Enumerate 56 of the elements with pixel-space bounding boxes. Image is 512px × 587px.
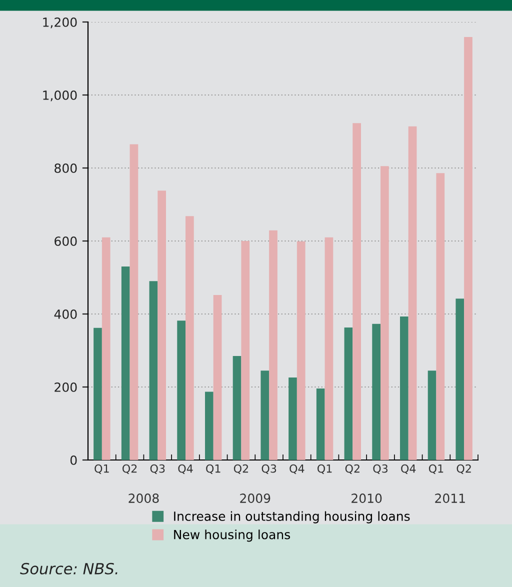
y-tick-label: 600 (54, 236, 77, 246)
x-tick-label: Q2 (456, 464, 471, 474)
bar (102, 237, 110, 460)
y-tick-label: 1,200 (43, 17, 77, 28)
bar (456, 298, 464, 460)
y-tick-label: 400 (54, 309, 77, 319)
bar (94, 328, 102, 460)
y-tick-label: 1,000 (43, 90, 77, 102)
x-tick-label: Q3 (373, 464, 388, 474)
text: 2009 (240, 494, 270, 504)
y-tick-label: 0 (70, 455, 77, 465)
x-tick-label: Q2 (345, 464, 360, 474)
bar (269, 230, 278, 460)
bar (428, 370, 436, 460)
x-tick-label: Q4 (290, 464, 304, 474)
y-tick-label: 800 (54, 163, 77, 173)
x-tick-label: Q3 (150, 464, 165, 474)
source-note: Source: NBS. (20, 562, 118, 574)
bar (372, 324, 380, 460)
x-tick-label: Q1 (206, 464, 220, 474)
bar (316, 388, 325, 460)
bar (158, 190, 166, 460)
legend-label: New housing loans (174, 530, 290, 542)
bar (296, 241, 306, 460)
legend-label: Increase in outstanding housing loans (174, 511, 410, 524)
bar (260, 370, 270, 460)
bar (177, 320, 186, 460)
bar (324, 237, 334, 460)
bar (380, 166, 389, 460)
y-tick-label: 200 (54, 382, 77, 392)
bar (205, 392, 214, 460)
bar (464, 36, 472, 460)
bar (436, 173, 445, 460)
bar (352, 123, 361, 460)
x-tick-label: Q1 (94, 464, 109, 474)
bar (186, 216, 194, 460)
text: 2008 (128, 494, 159, 504)
bar (149, 281, 158, 460)
bar (241, 241, 250, 460)
bar (121, 266, 130, 460)
x-tick-label: Q2 (122, 464, 137, 474)
text: 2011 (435, 494, 465, 504)
bar (213, 295, 222, 460)
x-tick-label: Q1 (428, 464, 444, 474)
x-tick-label: Q4 (401, 464, 416, 474)
text: 2010 (352, 494, 382, 504)
bar (288, 378, 297, 460)
x-tick-label: Q2 (234, 464, 248, 474)
x-tick-label: Q4 (178, 464, 193, 474)
x-tick-label: Q3 (262, 464, 276, 474)
x-tick-label: Q1 (318, 464, 332, 474)
bar (232, 356, 242, 460)
bar (344, 328, 353, 460)
bar (130, 144, 138, 460)
bar (400, 316, 408, 460)
bar (408, 126, 417, 460)
